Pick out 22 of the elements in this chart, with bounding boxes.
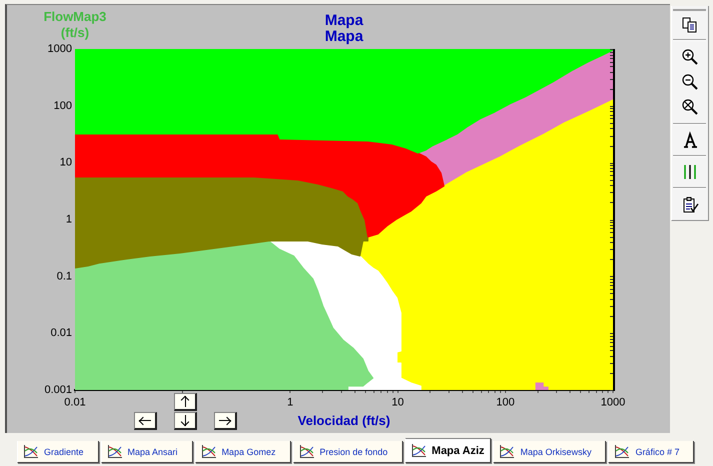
y-tick-label: 100	[54, 100, 72, 112]
y-tick-label: 10	[60, 156, 72, 169]
text: Mapa Gomez	[222, 446, 276, 456]
x-tick-label: 1000	[600, 396, 626, 409]
text: Gráfico # 7	[635, 446, 680, 456]
text: Presion de fondo	[320, 446, 388, 456]
text: Mapa Orkisewsky	[520, 446, 592, 456]
text: Mapa Ansari	[128, 446, 178, 456]
y-tick-label: 0.001	[44, 384, 72, 396]
y-tick-label: 0.01	[50, 327, 72, 340]
text: Mapa Aziz	[432, 444, 484, 456]
chart-title: Mapa	[324, 12, 364, 29]
y-tick-label: 1	[66, 214, 72, 226]
y-tick-label: 0.1	[56, 270, 72, 282]
x-tick-label: 1	[287, 396, 294, 409]
chart-subtitle: Mapa	[324, 28, 364, 45]
y-tick-label: 1000	[48, 43, 72, 56]
text: Gradiente	[44, 446, 84, 456]
x-axis-title: Velocidad (ft/s)	[296, 413, 392, 429]
y-axis-title: FlowMap3 (ft/s)	[42, 9, 108, 41]
x-tick-label: 100	[496, 396, 515, 409]
x-tick-label: 10	[392, 396, 404, 409]
